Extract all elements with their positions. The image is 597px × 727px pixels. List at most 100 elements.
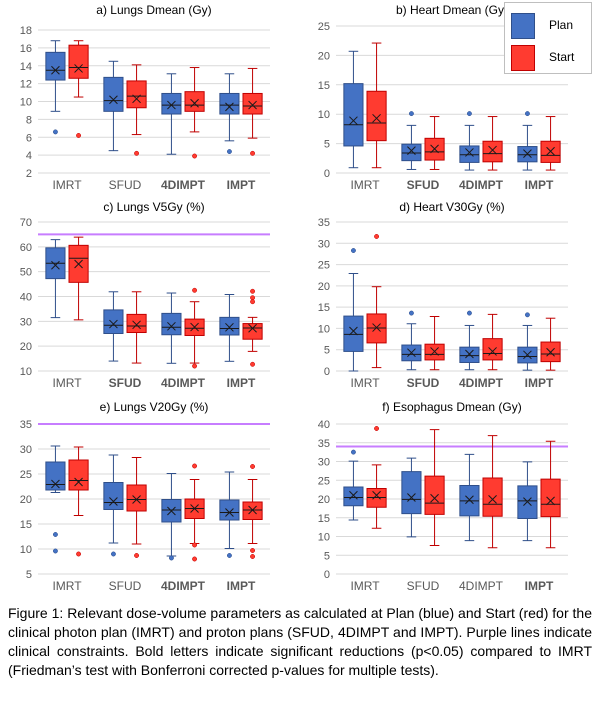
box-start: [242, 323, 263, 340]
box-plan: [103, 76, 124, 112]
y-tick-label: 20: [318, 494, 330, 506]
outlier-point: [226, 553, 232, 558]
x-tick-label: SFUD: [109, 178, 142, 192]
mean-marker: [225, 322, 234, 332]
mean-marker: [248, 100, 257, 110]
panel-6: f) Esophagus Dmean (Gy) 0 5 10 15 20 25 30 35 40 I…: [318, 400, 568, 593]
outlier-point: [250, 299, 256, 305]
y-tick-label: 10: [20, 97, 32, 109]
box-plan: [45, 51, 66, 81]
mean-marker: [349, 326, 358, 336]
box-start: [242, 92, 263, 115]
y-tick-label: 25: [318, 260, 330, 272]
x-tick-label: IMRT: [52, 579, 82, 593]
box-start: [126, 484, 147, 512]
x-tick-label: IMPT: [227, 178, 256, 192]
box-start: [424, 475, 445, 515]
figure-panels: a) Lungs Dmean (Gy) 2 4 6 8 10 12 14 16 18 IMRT SFU…: [20, 3, 568, 593]
y-tick-label: 20: [318, 281, 330, 293]
mean-marker: [372, 490, 381, 500]
outlier-point: [250, 361, 256, 367]
box-start: [482, 477, 503, 517]
mean-marker: [167, 100, 176, 110]
outlier-point: [250, 288, 256, 294]
mean-marker: [523, 497, 532, 506]
y-tick-label: 5: [324, 139, 330, 151]
mean-marker: [349, 490, 358, 500]
y-tick-label: 5: [26, 569, 32, 581]
mean-marker: [225, 508, 234, 517]
box-start: [68, 44, 89, 79]
y-tick-label: 15: [318, 302, 330, 314]
mean-marker: [51, 260, 60, 270]
x-tick-label: IMPT: [525, 579, 554, 593]
mean-marker: [167, 321, 176, 331]
box-start: [366, 90, 387, 142]
x-tick-label: SFUD: [109, 579, 142, 593]
mean-marker: [225, 102, 234, 112]
panel-title: c) Lungs V5Gy (%): [103, 200, 204, 214]
box-start: [126, 313, 147, 334]
box-plan: [343, 83, 364, 147]
mean-marker: [51, 479, 60, 489]
mean-marker: [74, 477, 83, 487]
outlier-point: [192, 556, 198, 562]
box-plan: [45, 461, 66, 491]
panel-5: e) Lungs V20Gy (%) 5 10 15 20 25 30 35 IMRT SFUD 4…: [20, 400, 270, 593]
x-tick-label: SFUD: [109, 376, 142, 390]
mean-marker: [407, 146, 416, 156]
mean-marker: [465, 495, 474, 505]
legend-label-start: Start: [549, 50, 575, 64]
mean-marker: [109, 95, 118, 105]
mean-marker: [190, 322, 199, 332]
mean-marker: [430, 493, 439, 503]
outlier-point: [250, 554, 256, 559]
panel-2: b) Heart Dmean (Gy) 0 5 10 15 20 25 IMRT SFUD 4DI…: [318, 3, 568, 192]
y-tick-label: 25: [318, 475, 330, 487]
outlier-point: [192, 542, 198, 548]
x-tick-label: IMRT: [350, 579, 380, 593]
mean-marker: [546, 496, 555, 506]
mean-marker: [248, 505, 257, 515]
mean-marker: [109, 497, 118, 506]
mean-marker: [74, 259, 83, 269]
panel-title: f) Esophagus Dmean (Gy): [382, 400, 521, 414]
box-start: [68, 459, 89, 491]
y-tick-label: 20: [318, 50, 330, 62]
mean-marker: [167, 506, 176, 516]
y-tick-label: 20: [20, 341, 32, 353]
x-tick-label: IMRT: [52, 178, 82, 192]
mean-marker: [488, 145, 497, 155]
outlier-point: [524, 111, 530, 117]
y-tick-label: 8: [26, 114, 32, 126]
mean-marker: [190, 98, 199, 108]
mean-marker: [132, 320, 141, 330]
y-tick-label: 50: [20, 267, 32, 279]
y-tick-label: 35: [318, 217, 330, 229]
y-tick-label: 15: [318, 80, 330, 92]
box-start: [184, 91, 205, 112]
y-tick-label: 14: [20, 61, 32, 73]
mean-marker: [190, 504, 199, 513]
x-tick-label: SFUD: [407, 579, 440, 593]
box-plan: [459, 145, 480, 163]
y-tick-label: 25: [318, 21, 330, 33]
outlier-point: [466, 310, 472, 316]
box-plan: [401, 143, 422, 162]
mean-marker: [488, 495, 497, 504]
legend: Plan Start: [504, 2, 592, 74]
y-tick-label: 70: [20, 217, 32, 229]
legend-label-plan: Plan: [549, 18, 574, 32]
mean-marker: [51, 65, 60, 75]
outlier-point: [76, 551, 82, 557]
box-start: [540, 478, 561, 518]
y-tick-label: 10: [20, 544, 32, 556]
panel-title: a) Lungs Dmean (Gy): [96, 3, 211, 17]
box-plan: [219, 92, 240, 115]
mean-marker: [407, 493, 416, 502]
y-tick-label: 16: [20, 43, 32, 55]
mean-marker: [248, 323, 257, 333]
outlier-point: [134, 150, 140, 156]
mean-marker: [132, 94, 141, 104]
outlier-point: [52, 532, 58, 537]
